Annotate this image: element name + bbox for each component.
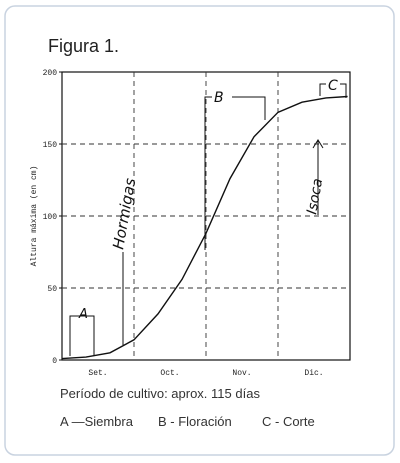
annotation: Isoca <box>304 177 326 215</box>
annotation: A <box>78 307 88 322</box>
x-tick-label: Nov. <box>232 369 251 378</box>
y-tick-label: 150 <box>43 141 58 150</box>
y-tick-label: 200 <box>43 69 58 78</box>
chart-title: Figura 1. <box>48 36 119 56</box>
growth-curve <box>61 95 348 360</box>
legend-item: C - Corte <box>262 414 315 429</box>
x-tick-label: Oct. <box>160 369 179 378</box>
annotation: C <box>328 78 338 94</box>
x-tick-label: Set. <box>88 369 107 378</box>
legend-item: A —Siembra <box>60 414 134 429</box>
y-tick-label: 50 <box>47 285 57 294</box>
x-tick-label: Dic. <box>304 369 323 378</box>
y-tick-label: 0 <box>52 357 57 366</box>
caption: Período de cultivo: aprox. 115 días <box>60 386 260 401</box>
annotation: B <box>214 90 224 106</box>
bracket-a <box>69 315 95 356</box>
legend-item: B - Floración <box>158 414 232 429</box>
plot: 0 50 100 150 200 Set. Oct. Nov. Dic. <box>43 69 350 378</box>
arrow-isoca <box>312 139 324 215</box>
annotation-marks <box>69 83 347 356</box>
y-axis-label: Altura máxima (en cm) <box>30 166 39 267</box>
bracket-c <box>319 83 347 98</box>
y-tick-label: 100 <box>43 213 58 222</box>
bracket-b <box>204 96 266 250</box>
card-border <box>4 5 395 456</box>
